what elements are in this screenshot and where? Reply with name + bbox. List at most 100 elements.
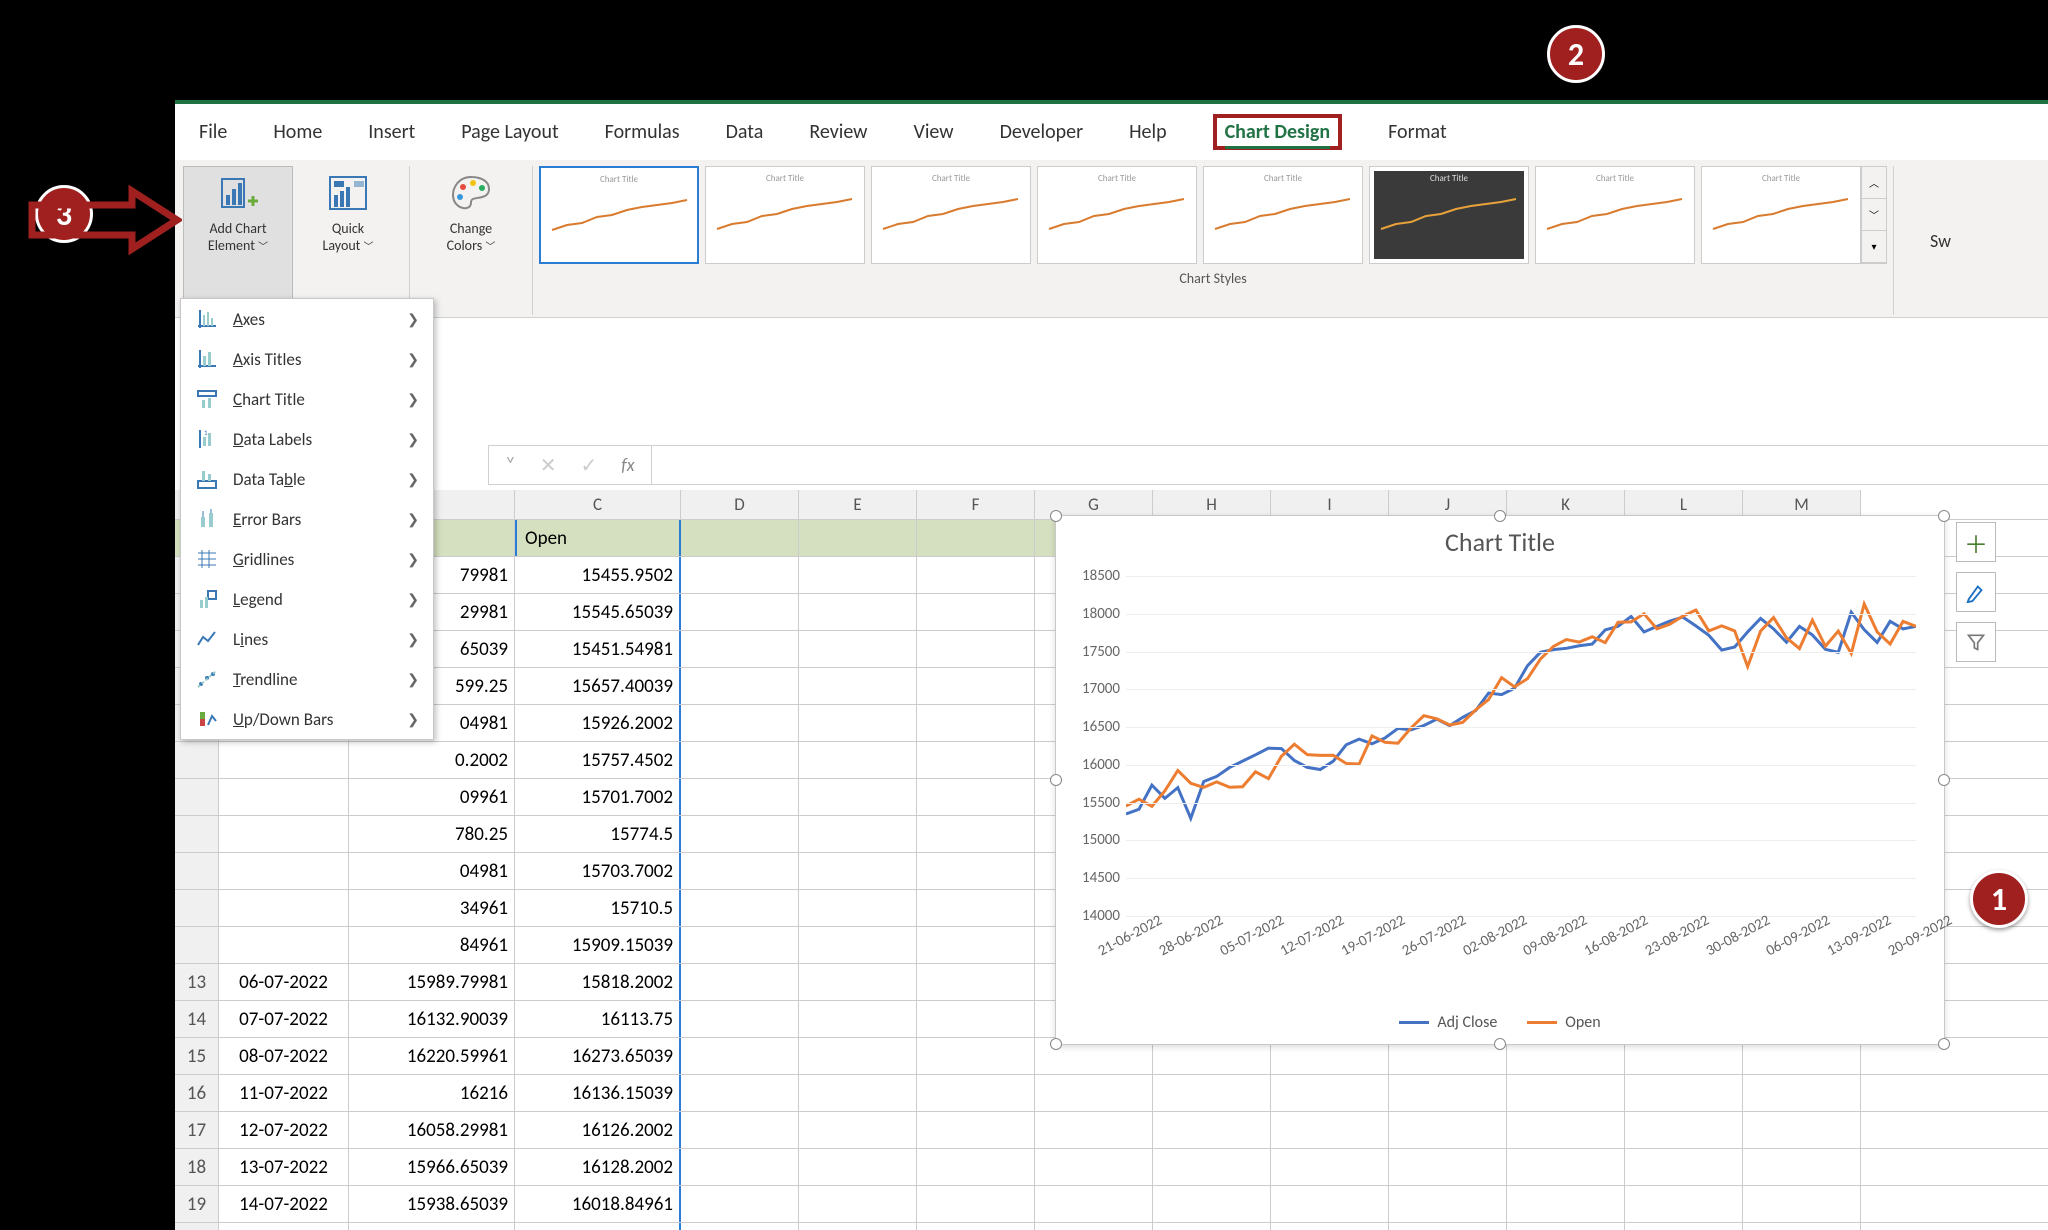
chart-styles-row: Chart TitleChart TitleChart TitleChart T… <box>539 166 1861 264</box>
chart-style-thumb-8[interactable]: Chart Title <box>1701 166 1861 264</box>
menu-icon <box>195 627 219 651</box>
chart-title[interactable]: Chart Title <box>1056 516 1944 558</box>
chart-x-labels: 21-06-202228-06-202205-07-202212-07-2022… <box>1126 928 1916 988</box>
legend-item-adj-close[interactable]: Adj Close <box>1399 1013 1497 1032</box>
submenu-arrow-icon: ❯ <box>407 631 419 648</box>
chart-lines-svg <box>1126 576 1916 916</box>
chart-styles-spinner[interactable]: ︿ ﹀ ▾ <box>1861 166 1887 264</box>
chart-styles-label: Chart Styles <box>539 270 1887 287</box>
embedded-chart[interactable]: Chart Title 1400014500150001550016000165… <box>1055 515 1945 1045</box>
submenu-arrow-icon: ❯ <box>407 471 419 488</box>
ribbon-body: Add ChartElement ﹀ QuickLayout ﹀ ChangeC… <box>175 160 2048 318</box>
annotation-arrow <box>22 185 182 259</box>
tab-format[interactable]: Format <box>1382 116 1453 148</box>
formula-caret-icon[interactable]: ˅ <box>505 453 516 477</box>
annotation-badge-2: 2 <box>1547 25 1605 83</box>
menu-item-axis-titles[interactable]: Axis Titles❯ <box>181 339 433 379</box>
chart-style-thumb-6[interactable]: Chart Title <box>1369 166 1529 264</box>
chart-plot-area[interactable]: 1400014500150001550016000165001700017500… <box>1126 576 1916 916</box>
tab-page-layout[interactable]: Page Layout <box>455 116 564 148</box>
tab-developer[interactable]: Developer <box>994 116 1090 148</box>
annotation-badge-1: 1 <box>1970 870 2028 928</box>
chart-style-thumb-1[interactable]: Chart Title <box>539 166 699 264</box>
chart-style-thumb-5[interactable]: Chart Title <box>1203 166 1363 264</box>
quick-layout-icon <box>326 171 370 215</box>
menu-icon <box>195 587 219 611</box>
menu-icon: 1 <box>195 427 219 451</box>
tab-view[interactable]: View <box>907 116 959 148</box>
chart-filter-button[interactable] <box>1956 622 1996 662</box>
chart-design-highlight: Chart Design <box>1213 114 1343 150</box>
menu-label: Up/Down Bars <box>233 709 407 730</box>
menu-item-gridlines[interactable]: Gridlines❯ <box>181 539 433 579</box>
style-up-icon[interactable]: ︿ <box>1862 167 1886 199</box>
menu-label: Lines <box>233 629 407 650</box>
menu-label: Data Table <box>233 469 407 490</box>
menu-label: Legend <box>233 589 407 610</box>
submenu-arrow-icon: ❯ <box>407 671 419 688</box>
chart-elements-button[interactable]: ＋ <box>1956 522 1996 562</box>
tab-file[interactable]: File <box>193 116 233 148</box>
menu-icon <box>195 507 219 531</box>
submenu-arrow-icon: ❯ <box>407 551 419 568</box>
menu-label: Error Bars <box>233 509 407 530</box>
menu-item-axes[interactable]: Axes❯ <box>181 299 433 339</box>
menu-label: Gridlines <box>233 549 407 570</box>
tab-insert[interactable]: Insert <box>362 116 421 148</box>
chart-style-thumb-7[interactable]: Chart Title <box>1535 166 1695 264</box>
menu-item-data-table[interactable]: Data Table❯ <box>181 459 433 499</box>
menu-icon <box>195 547 219 571</box>
menu-label: Data Labels <box>233 429 407 450</box>
switch-rowcol-fragment: Sw <box>1900 166 1951 315</box>
add-chart-element-button[interactable]: Add ChartElement ﹀ <box>183 166 293 315</box>
submenu-arrow-icon: ❯ <box>407 351 419 368</box>
menu-item-legend[interactable]: Legend❯ <box>181 579 433 619</box>
formula-input[interactable] <box>651 446 2048 484</box>
quick-layout-label: QuickLayout ﹀ <box>322 221 373 255</box>
menu-icon <box>195 387 219 411</box>
submenu-arrow-icon: ❯ <box>407 431 419 448</box>
tab-home[interactable]: Home <box>267 116 328 148</box>
menu-item-error-bars[interactable]: Error Bars❯ <box>181 499 433 539</box>
add-chart-element-menu[interactable]: Axes❯Axis Titles❯Chart Title❯1Data Label… <box>180 298 434 740</box>
chart-style-thumb-2[interactable]: Chart Title <box>705 166 865 264</box>
menu-label: Trendline <box>233 669 407 690</box>
menu-item-chart-title[interactable]: Chart Title❯ <box>181 379 433 419</box>
svg-text:1: 1 <box>204 428 208 437</box>
menu-item-trendline[interactable]: Trendline❯ <box>181 659 433 699</box>
legend-item-open[interactable]: Open <box>1527 1013 1600 1032</box>
tab-review[interactable]: Review <box>803 116 873 148</box>
submenu-arrow-icon: ❯ <box>407 511 419 528</box>
fx-label: fx <box>621 454 634 476</box>
add-chart-element-label: Add ChartElement ﹀ <box>208 221 268 255</box>
tab-help[interactable]: Help <box>1123 116 1173 148</box>
chart-style-thumb-4[interactable]: Chart Title <box>1037 166 1197 264</box>
menu-item-data-labels[interactable]: 1 Data Labels❯ <box>181 419 433 459</box>
change-colors-label: ChangeColors ﹀ <box>447 221 496 255</box>
tab-data[interactable]: Data <box>720 116 770 148</box>
formula-confirm-icon[interactable]: ✓ <box>581 453 598 478</box>
tab-formulas[interactable]: Formulas <box>599 116 686 148</box>
quick-layout-button[interactable]: QuickLayout ﹀ <box>293 166 403 315</box>
menu-label: Axis Titles <box>233 349 407 370</box>
menu-icon <box>195 467 219 491</box>
style-more-icon[interactable]: ▾ <box>1862 231 1886 263</box>
menu-item-lines[interactable]: Lines❯ <box>181 619 433 659</box>
submenu-arrow-icon: ❯ <box>407 311 419 328</box>
chart-style-thumb-3[interactable]: Chart Title <box>871 166 1031 264</box>
ribbon-tabs: File Home Insert Page Layout Formulas Data Rev… <box>175 104 2048 160</box>
menu-label: Chart Title <box>233 389 407 410</box>
chart-styles-button[interactable] <box>1956 572 1996 612</box>
menu-icon <box>195 347 219 371</box>
chart-legend[interactable]: Adj Close Open <box>1056 1013 1944 1032</box>
menu-icon <box>195 707 219 731</box>
style-down-icon[interactable]: ﹀ <box>1862 199 1886 231</box>
formula-cancel-icon[interactable]: ✕ <box>540 453 557 478</box>
menu-label: Axes <box>233 309 407 330</box>
submenu-arrow-icon: ❯ <box>407 711 419 728</box>
tab-chart-design[interactable]: Chart Design <box>1207 110 1349 154</box>
change-colors-button[interactable]: ChangeColors ﹀ <box>416 166 526 315</box>
menu-icon <box>195 667 219 691</box>
formula-bar: ˅ ✕ ✓ fx <box>488 445 2048 485</box>
menu-item-up-down-bars[interactable]: Up/Down Bars❯ <box>181 699 433 739</box>
